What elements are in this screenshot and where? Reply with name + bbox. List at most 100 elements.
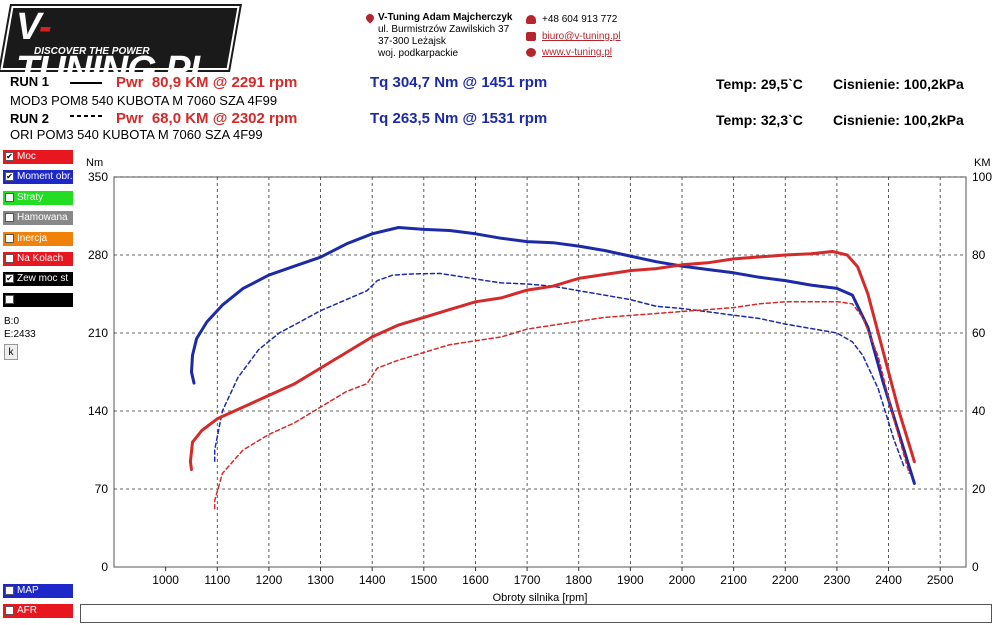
x-tick-label: 2000 xyxy=(669,573,696,587)
x-tick-label: 1100 xyxy=(204,573,230,587)
checkbox[interactable] xyxy=(5,233,14,243)
checkbox[interactable] xyxy=(5,254,14,263)
power-curve-solid xyxy=(188,250,916,471)
x-tick-label: 2400 xyxy=(875,573,902,587)
street: ul. Burmistrzów Zawilskich 37 xyxy=(378,24,510,35)
x-axis-label: Obroty silnika [rpm] xyxy=(493,592,588,604)
b-value: B:0 xyxy=(4,316,20,327)
run2-power: Pwr 68,0 KM @ 2302 rpm xyxy=(116,110,298,127)
company-name: V-Tuning Adam Majcherczyk xyxy=(378,12,513,23)
y-left-tick-label: 210 xyxy=(88,326,108,340)
y-right-tick-label: 80 xyxy=(972,248,986,262)
toggle-label: Zew moc st xyxy=(17,273,69,285)
sidebar-bottom-toggle-afr[interactable]: AFR xyxy=(3,604,73,618)
x-tick-label: 2200 xyxy=(772,573,799,587)
email-icon xyxy=(526,32,536,41)
toggle-label: Straty xyxy=(17,191,44,203)
toggle-label: Inercja xyxy=(17,232,48,244)
ticks: 1000 1100 1200 1300 1400 1500 1600 1700 1800 1900… xyxy=(88,170,992,587)
run1-pressure: Cisnienie: 100,2kPa xyxy=(833,76,964,92)
dyno-chart: 1000 1100 1200 1300 1400 1500 1600 1700 1800 1900… xyxy=(86,157,992,604)
checkbox[interactable]: ✔ xyxy=(5,152,14,161)
y-right-tick-label: 100 xyxy=(972,170,992,184)
y-right-tick-label: 0 xyxy=(972,560,979,574)
e-value: E:2433 xyxy=(4,329,36,340)
toggle-label: Moc xyxy=(17,151,36,162)
checkbox[interactable]: ✔ xyxy=(5,172,14,182)
series xyxy=(188,226,916,510)
run1-line-sample xyxy=(70,82,102,84)
run2-line-sample xyxy=(70,115,104,117)
toggle-label: Na Kolach xyxy=(17,253,64,264)
x-tick-label: 1800 xyxy=(565,573,592,587)
sidebar-toggle-zew-moc-st[interactable]: ✔ Zew moc st xyxy=(3,272,73,287)
x-tick-label: 1400 xyxy=(359,573,386,587)
y-right-tick-label: 60 xyxy=(972,326,986,340)
y-left-tick-label: 140 xyxy=(88,404,108,418)
torque-curve-dashed xyxy=(213,272,905,468)
toggle-label: Moment obr. xyxy=(17,171,73,183)
email-link[interactable]: biuro@v-tuning.pl xyxy=(542,31,621,42)
globe-icon xyxy=(526,48,536,57)
power-curve-dashed xyxy=(213,301,910,510)
run2-pressure: Cisnienie: 100,2kPa xyxy=(833,112,964,128)
grid xyxy=(114,176,966,567)
checkbox[interactable] xyxy=(5,294,14,304)
bottom-panel xyxy=(80,604,992,623)
sidebar-toggle-blank[interactable] xyxy=(3,292,73,307)
contact-address: V-Tuning Adam Majcherczyk ul. Burmistrzó… xyxy=(378,12,512,60)
x-tick-label: 1000 xyxy=(152,573,179,587)
y-left-tick-label: 0 xyxy=(101,560,108,574)
y-left-tick-label: 350 xyxy=(88,170,108,184)
y-right-tick-label: 40 xyxy=(972,404,986,418)
x-tick-label: 1900 xyxy=(617,573,644,587)
checkbox[interactable] xyxy=(5,213,14,223)
run1-temp: Temp: 29,5`C xyxy=(716,76,803,92)
run2-torque: Tq 263,5 Nm @ 1531 rpm xyxy=(370,110,548,127)
y-left-axis-label: Nm xyxy=(86,157,103,169)
toggle-label: AFR xyxy=(17,605,37,616)
x-tick-label: 1300 xyxy=(307,573,334,587)
torque-curve-solid xyxy=(190,226,916,485)
run1-label: RUN 1 xyxy=(10,74,50,89)
x-tick-label: 2500 xyxy=(927,573,954,587)
sidebar-toggle-na-kolach[interactable]: Na Kolach xyxy=(3,252,73,266)
x-tick-label: 1700 xyxy=(514,573,541,587)
run2-description: ORI POM3 540 KUBOTA M 7060 SZA 4F99 xyxy=(10,127,263,142)
sidebar-toggle-moc[interactable]: ✔ Moc xyxy=(3,150,73,164)
toggle-label: MAP xyxy=(17,585,39,596)
run1-torque: Tq 304,7 Nm @ 1451 rpm xyxy=(370,74,548,91)
x-tick-label: 2300 xyxy=(824,573,851,587)
checkbox[interactable] xyxy=(5,606,14,615)
city: 37-300 Leżajsk xyxy=(378,36,446,47)
x-tick-label: 2100 xyxy=(720,573,747,587)
run2-temp: Temp: 32,3`C xyxy=(716,112,803,128)
logo-title: V-TUNING.PL xyxy=(16,6,213,91)
sidebar-toggle-moment-obr-[interactable]: ✔ Moment obr. xyxy=(3,170,73,185)
phone-number: +48 604 913 772 xyxy=(542,14,618,25)
y-right-tick-label: 20 xyxy=(972,482,986,496)
x-tick-label: 1500 xyxy=(410,573,437,587)
sidebar-toggle-hamowana[interactable]: Hamowana xyxy=(3,211,73,226)
logo-slogan: DISCOVER THE POWER xyxy=(34,46,150,57)
run1-power: Pwr 80,9 KM @ 2291 rpm xyxy=(116,74,298,91)
website-link[interactable]: www.v-tuning.pl xyxy=(542,47,613,58)
y-left-tick-label: 70 xyxy=(95,482,109,496)
checkbox[interactable]: ✔ xyxy=(5,274,14,284)
y-left-tick-label: 280 xyxy=(88,248,108,262)
run2-label: RUN 2 xyxy=(10,111,50,126)
x-tick-label: 1600 xyxy=(462,573,489,587)
y-right-axis-label: KM xyxy=(974,157,991,169)
sidebar-toggle-straty[interactable]: Straty xyxy=(3,190,73,205)
run1-description: MOD3 POM8 540 KUBOTA M 7060 SZA 4F99 xyxy=(10,93,278,108)
toggle-label: Hamowana xyxy=(17,212,68,224)
region: woj. podkarpackie xyxy=(378,48,459,59)
phone-icon xyxy=(526,15,536,24)
k-button[interactable]: k xyxy=(4,344,18,360)
location-pin-icon xyxy=(364,12,376,24)
checkbox[interactable] xyxy=(5,586,14,595)
sidebar-bottom-toggle-map[interactable]: MAP xyxy=(3,584,73,598)
sidebar-toggle-inercja[interactable]: Inercja xyxy=(3,231,73,246)
checkbox[interactable] xyxy=(5,192,14,202)
x-tick-label: 1200 xyxy=(256,573,283,587)
